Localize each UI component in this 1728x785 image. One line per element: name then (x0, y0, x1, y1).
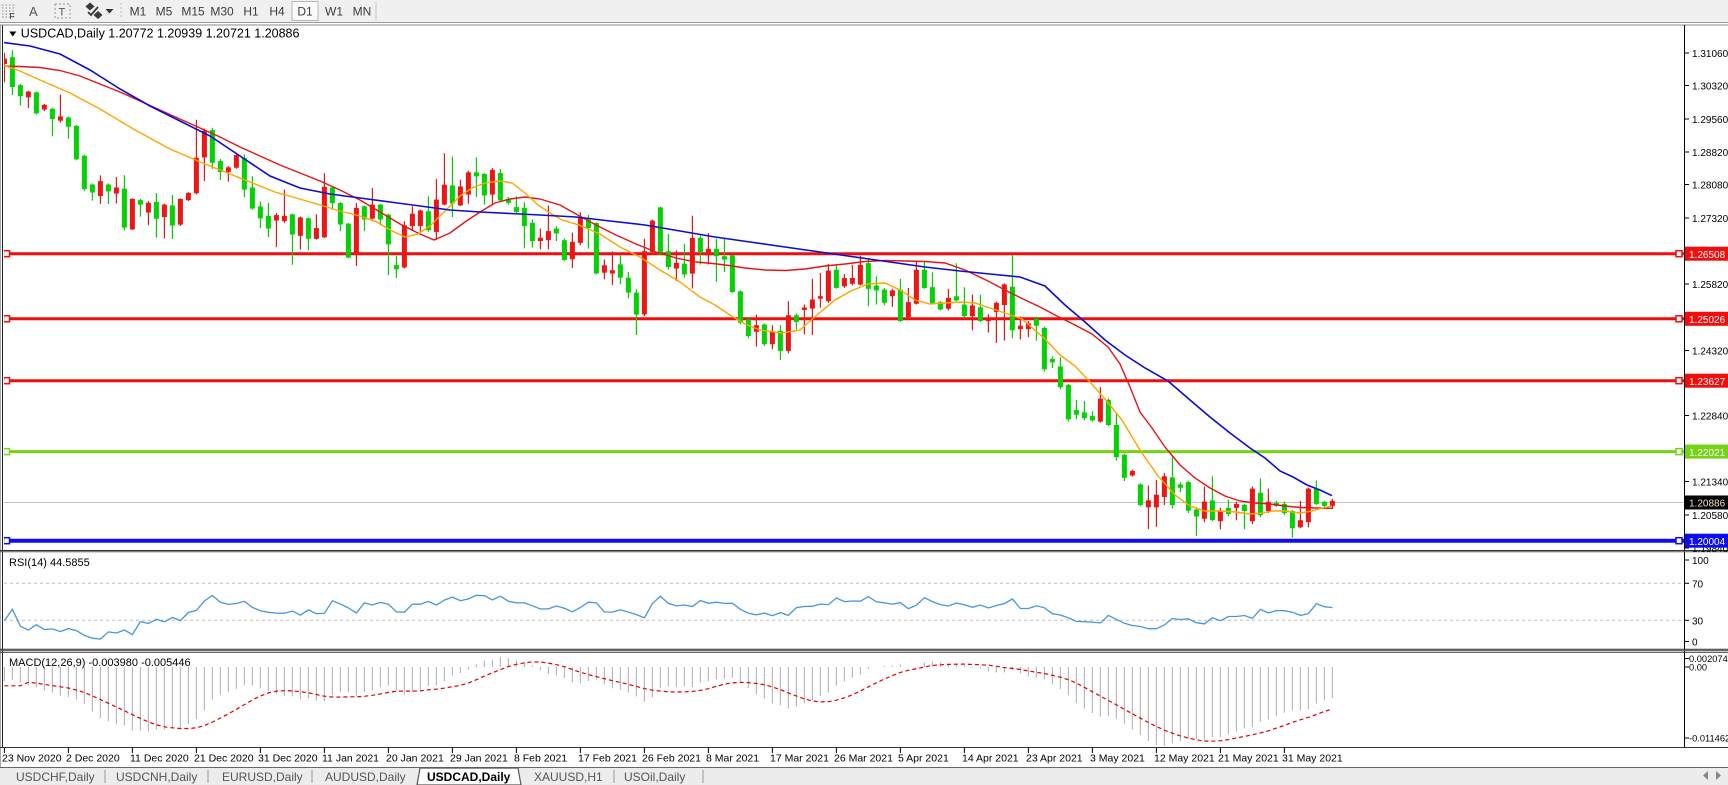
svg-text:1.22021: 1.22021 (1689, 448, 1726, 459)
svg-text:D1: D1 (297, 5, 313, 19)
svg-text:1.31060: 1.31060 (1692, 49, 1728, 60)
svg-text:29 Jan 2021: 29 Jan 2021 (450, 753, 508, 765)
svg-text:17 Feb 2021: 17 Feb 2021 (578, 753, 637, 765)
svg-text:USDCHF,Daily: USDCHF,Daily (16, 770, 95, 784)
svg-text:14 Apr 2021: 14 Apr 2021 (962, 753, 1019, 765)
svg-text:11 Dec 2020: 11 Dec 2020 (130, 753, 189, 765)
svg-text:1.26508: 1.26508 (1689, 250, 1726, 261)
svg-text:1.30320: 1.30320 (1692, 82, 1728, 93)
svg-text:1.20580: 1.20580 (1692, 511, 1728, 522)
svg-text:17 Mar 2021: 17 Mar 2021 (770, 753, 829, 765)
svg-text:31 May 2021: 31 May 2021 (1282, 753, 1343, 765)
svg-text:23 Nov 2020: 23 Nov 2020 (2, 753, 62, 765)
svg-text:1.21340: 1.21340 (1692, 478, 1728, 489)
svg-text:5 Apr 2021: 5 Apr 2021 (898, 753, 949, 765)
svg-text:0.00: 0.00 (1689, 663, 1707, 673)
svg-text:12 May 2021: 12 May 2021 (1154, 753, 1215, 765)
svg-text:0: 0 (1692, 638, 1698, 649)
svg-text:MACD(12,26,9) -0.003980 -0.005: MACD(12,26,9) -0.003980 -0.005446 (9, 657, 191, 669)
svg-text:H4: H4 (269, 5, 285, 19)
svg-text:70: 70 (1692, 579, 1704, 590)
svg-text:MN: MN (353, 5, 372, 19)
svg-text:26 Feb 2021: 26 Feb 2021 (642, 753, 701, 765)
svg-text:XAUUSD,H1: XAUUSD,H1 (534, 770, 603, 784)
svg-text:T: T (59, 7, 66, 19)
svg-text:1.19840: 1.19840 (1692, 544, 1728, 555)
svg-text:21 Dec 2020: 21 Dec 2020 (194, 753, 254, 765)
svg-text:1.23627: 1.23627 (1689, 377, 1726, 388)
svg-text:-0.011462: -0.011462 (1689, 734, 1728, 744)
svg-text:1.25820: 1.25820 (1692, 280, 1728, 291)
svg-text:W1: W1 (325, 5, 343, 19)
svg-text:31 Dec 2020: 31 Dec 2020 (258, 753, 318, 765)
svg-text:100: 100 (1692, 556, 1709, 567)
svg-text:26 Mar 2021: 26 Mar 2021 (834, 753, 893, 765)
svg-text:USDCAD,Daily 1.20772 1.20939: USDCAD,Daily 1.20772 1.20939 1.20721 1.2… (21, 27, 300, 41)
svg-text:2 Dec 2020: 2 Dec 2020 (66, 753, 120, 765)
svg-text:H1: H1 (243, 5, 259, 19)
svg-text:F: F (10, 11, 15, 21)
svg-text:1.28820: 1.28820 (1692, 148, 1728, 159)
svg-text:0.002074: 0.002074 (1689, 654, 1728, 664)
svg-text:21 May 2021: 21 May 2021 (1218, 753, 1279, 765)
svg-text:USDCAD,Daily: USDCAD,Daily (427, 770, 511, 784)
svg-text:1.25026: 1.25026 (1689, 315, 1726, 326)
svg-text:USDCNH,Daily: USDCNH,Daily (116, 770, 197, 784)
svg-text:1.27320: 1.27320 (1692, 214, 1728, 225)
svg-text:1.20004: 1.20004 (1689, 537, 1726, 548)
svg-text:M30: M30 (210, 5, 234, 19)
svg-text:RSI(14) 44.5855: RSI(14) 44.5855 (9, 557, 90, 569)
svg-text:M5: M5 (156, 5, 173, 19)
svg-text:8 Mar 2021: 8 Mar 2021 (706, 753, 759, 765)
svg-text:USOil,Daily: USOil,Daily (624, 770, 685, 784)
svg-text:11 Jan 2021: 11 Jan 2021 (322, 753, 379, 765)
svg-text:23 Apr 2021: 23 Apr 2021 (1026, 753, 1083, 765)
svg-text:3 May 2021: 3 May 2021 (1090, 753, 1145, 765)
svg-text:M1: M1 (130, 5, 147, 19)
svg-text:1.29560: 1.29560 (1692, 115, 1728, 126)
svg-text:20 Jan 2021: 20 Jan 2021 (386, 753, 444, 765)
svg-text:AUDUSD,Daily: AUDUSD,Daily (325, 770, 406, 784)
svg-text:EURUSD,Daily: EURUSD,Daily (222, 770, 303, 784)
svg-text:1.24320: 1.24320 (1692, 347, 1728, 358)
svg-text:30: 30 (1692, 616, 1704, 627)
svg-text:A: A (29, 4, 38, 19)
svg-text:1.20886: 1.20886 (1689, 499, 1726, 510)
svg-text:1.22840: 1.22840 (1692, 412, 1728, 423)
svg-text:8 Feb 2021: 8 Feb 2021 (514, 753, 567, 765)
svg-text:1.28080: 1.28080 (1692, 181, 1728, 192)
svg-text:M15: M15 (181, 5, 205, 19)
